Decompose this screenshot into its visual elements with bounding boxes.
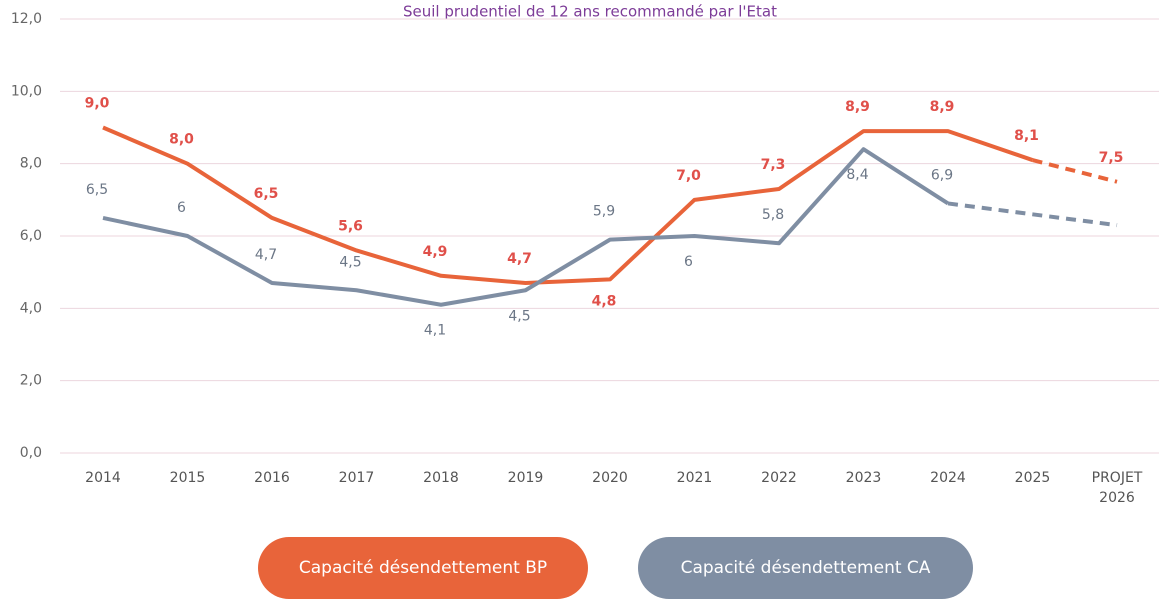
legend-item: Capacité désendettement CA: [638, 537, 973, 599]
data-label: 7,0: [676, 168, 701, 184]
x-tick-label: 2020: [592, 470, 628, 486]
y-tick-label: 10,0: [11, 83, 42, 99]
data-label: 8,4: [846, 167, 868, 183]
y-tick-label: 6,0: [20, 228, 42, 244]
y-tick-label: 8,0: [20, 156, 42, 172]
data-label: 4,7: [507, 251, 532, 267]
x-tick-label: 2022: [761, 470, 797, 486]
data-label: 8,9: [930, 99, 955, 115]
data-label: 7,3: [761, 157, 786, 173]
data-label: 6,5: [86, 182, 108, 198]
x-tick-label: 2023: [845, 470, 882, 486]
data-label: 8,1: [1014, 128, 1039, 144]
x-tick-label: 2021: [676, 470, 713, 486]
x-tick-label: 2016: [254, 470, 290, 486]
line: [102, 147, 950, 307]
data-label: 5,8: [762, 207, 784, 223]
data-label: 4,9: [423, 244, 448, 260]
data-label: 4,1: [424, 323, 446, 339]
line: [102, 125, 1034, 286]
chart-title: Seuil prudentiel de 12 ans recommandé pa…: [403, 3, 777, 21]
data-label: 7,5: [1099, 150, 1124, 166]
legend-item: Capacité désendettement BP: [258, 537, 588, 599]
x-tick-label: 2017: [338, 470, 375, 486]
line-forecast: [1032, 158, 1118, 184]
line-forecast: [947, 201, 1118, 228]
data-label: 4,5: [508, 308, 530, 324]
x-tick-label: 2018: [423, 470, 459, 486]
data-label: 4,5: [339, 254, 361, 270]
y-tick-label: 2,0: [20, 373, 42, 389]
data-label: 6: [177, 200, 186, 216]
data-label: 4,8: [592, 293, 617, 309]
x-tick-label: 2024: [930, 470, 966, 486]
x-tick-label: 2025: [1014, 470, 1051, 486]
data-label: 5,9: [593, 204, 615, 220]
y-tick-label: 4,0: [20, 300, 42, 316]
x-tick-label: 2014: [85, 470, 121, 486]
data-label: 5,6: [338, 218, 363, 234]
data-label: 6,9: [931, 167, 953, 183]
x-tick-label: 2015: [169, 470, 206, 486]
data-label: 6: [684, 254, 693, 270]
data-label: 8,9: [845, 99, 870, 115]
data-label: 9,0: [85, 96, 110, 112]
y-tick-label: 0,0: [20, 445, 42, 461]
y-tick-label: 12,0: [11, 11, 42, 27]
data-label: 6,5: [254, 186, 279, 202]
data-label: 8,0: [169, 132, 194, 148]
x-tick-label: PROJET 2026: [1091, 470, 1143, 506]
data-label: 4,7: [255, 247, 277, 263]
x-tick-label: 2019: [507, 470, 544, 486]
